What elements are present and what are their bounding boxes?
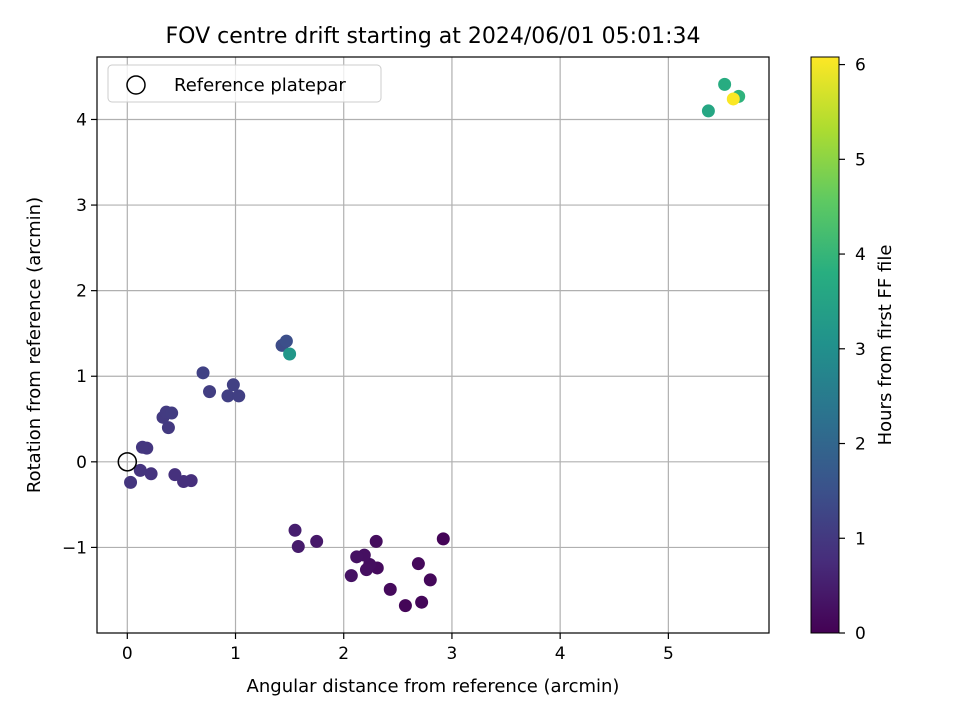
y-tick-label: 3 <box>76 196 87 216</box>
data-point <box>196 366 210 380</box>
y-tick-label: −1 <box>62 538 87 558</box>
data-point <box>411 557 425 571</box>
colorbar-tick-label: 5 <box>855 150 866 170</box>
reference-platepar-marker <box>117 452 138 472</box>
colorbar-tick-label: 1 <box>855 529 866 549</box>
data-point <box>144 467 158 481</box>
colorbar-tick-label: 4 <box>855 245 866 265</box>
data-point <box>168 468 182 482</box>
data-point <box>135 440 149 454</box>
data-point <box>423 573 437 587</box>
chart-title: FOV centre drift starting at 2024/06/01 … <box>166 24 701 49</box>
colorbar-tick-label: 3 <box>855 340 866 360</box>
colorbar-tick-label: 2 <box>855 435 866 455</box>
data-point <box>436 532 450 546</box>
plot-frame <box>96 56 770 634</box>
colorbar-label: Hours from first FF file <box>875 245 896 446</box>
data-point <box>133 463 147 477</box>
y-tick-label: 1 <box>76 367 87 387</box>
data-point <box>279 334 293 348</box>
data-point <box>124 475 138 489</box>
data-point <box>283 347 297 361</box>
colorbar-gradient <box>810 56 840 634</box>
y-tick-label: 2 <box>76 282 87 302</box>
data-point <box>350 550 364 564</box>
data-point <box>701 104 715 118</box>
y-axis-label: Rotation from reference (arcmin) <box>24 197 45 493</box>
data-point <box>161 421 175 435</box>
data-point <box>226 378 240 392</box>
data-point <box>165 406 179 420</box>
x-tick-label: 4 <box>555 644 566 664</box>
legend-box <box>107 64 382 103</box>
legend-reference-marker <box>126 75 146 95</box>
x-tick-label: 2 <box>338 644 349 664</box>
data-point <box>718 77 732 91</box>
grid <box>97 57 769 633</box>
data-points <box>124 77 746 613</box>
data-point <box>288 523 302 537</box>
y-tick-label: 4 <box>76 110 87 130</box>
colorbar-ticks: 0 1 2 3 4 5 6 <box>839 56 866 644</box>
x-axis-label: Angular distance from reference (arcmin) <box>247 676 620 697</box>
data-point <box>232 389 246 403</box>
colorbar-tick-label: 0 <box>855 624 866 644</box>
data-point <box>359 563 373 577</box>
data-point <box>383 582 397 596</box>
y-axis-ticks: −1 0 1 2 3 4 <box>62 110 97 558</box>
data-point <box>203 385 217 399</box>
data-point <box>398 599 412 613</box>
data-point <box>415 595 429 609</box>
data-point <box>310 534 324 548</box>
x-tick-label: 1 <box>230 644 241 664</box>
data-point <box>369 534 383 548</box>
legend: Reference platepar <box>107 64 382 103</box>
x-axis-ticks: 0 1 2 3 4 5 <box>122 633 674 664</box>
x-tick-label: 3 <box>447 644 458 664</box>
x-tick-label: 0 <box>122 644 133 664</box>
x-tick-label: 5 <box>663 644 674 664</box>
legend-label: Reference platepar <box>174 75 346 96</box>
colorbar: 0 1 2 3 4 5 6 Hours from first FF file <box>810 56 896 644</box>
colorbar-tick-label: 6 <box>855 56 866 76</box>
y-tick-label: 0 <box>76 453 87 473</box>
data-point <box>221 389 235 403</box>
data-point <box>291 540 305 554</box>
data-point <box>344 569 358 583</box>
data-point <box>726 92 740 106</box>
